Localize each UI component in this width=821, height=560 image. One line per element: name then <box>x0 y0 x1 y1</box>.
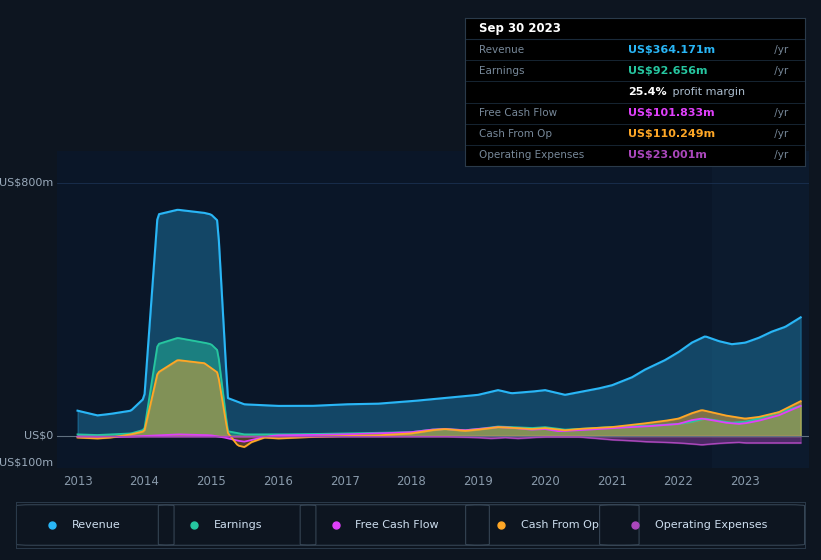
Text: Earnings: Earnings <box>479 66 524 76</box>
Text: Operating Expenses: Operating Expenses <box>655 520 767 530</box>
Text: /yr: /yr <box>771 45 788 55</box>
Text: 25.4%: 25.4% <box>628 87 667 97</box>
Text: Revenue: Revenue <box>71 520 121 530</box>
Text: /yr: /yr <box>771 129 788 139</box>
Text: US$364.171m: US$364.171m <box>628 45 715 55</box>
Text: US$101.833m: US$101.833m <box>628 108 715 118</box>
Text: Earnings: Earnings <box>213 520 262 530</box>
Text: /yr: /yr <box>771 108 788 118</box>
Text: profit margin: profit margin <box>669 87 745 97</box>
Text: Sep 30 2023: Sep 30 2023 <box>479 22 561 35</box>
Text: US$23.001m: US$23.001m <box>628 151 707 160</box>
Text: US$110.249m: US$110.249m <box>628 129 715 139</box>
Text: Free Cash Flow: Free Cash Flow <box>479 108 557 118</box>
Text: -US$100m: -US$100m <box>0 458 53 468</box>
Text: /yr: /yr <box>771 66 788 76</box>
Polygon shape <box>712 151 809 468</box>
Text: US$0: US$0 <box>25 431 53 441</box>
Text: Cash From Op: Cash From Op <box>521 520 599 530</box>
Text: /yr: /yr <box>771 151 788 160</box>
Text: Revenue: Revenue <box>479 45 524 55</box>
Text: Operating Expenses: Operating Expenses <box>479 151 584 160</box>
Text: US$92.656m: US$92.656m <box>628 66 708 76</box>
Text: US$800m: US$800m <box>0 178 53 188</box>
Text: Free Cash Flow: Free Cash Flow <box>355 520 439 530</box>
Text: Cash From Op: Cash From Op <box>479 129 552 139</box>
